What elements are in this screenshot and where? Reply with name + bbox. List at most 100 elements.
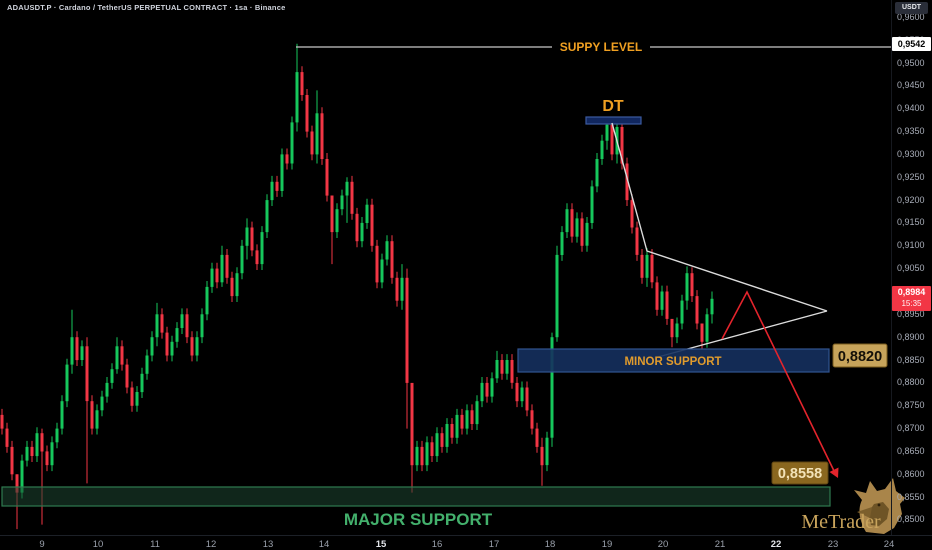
- dt-label[interactable]: DT: [602, 98, 624, 115]
- time-label: 24: [883, 539, 895, 550]
- candle-body: [460, 414, 464, 429]
- candle-body: [95, 410, 99, 429]
- time-label: 17: [488, 539, 500, 550]
- candle-body: [605, 124, 609, 141]
- candle-body: [390, 241, 394, 278]
- candle-body: [280, 154, 284, 191]
- candle-body: [690, 273, 694, 297]
- candle-body: [340, 195, 344, 210]
- wolf-muzzle-shape: [857, 507, 872, 518]
- candle-body: [435, 433, 439, 457]
- candle-body: [385, 241, 389, 260]
- candles-layer: [0, 43, 714, 530]
- wolf-eye: [877, 503, 881, 507]
- candle-body: [65, 364, 69, 402]
- price-tick-label: 0,9100: [897, 240, 925, 250]
- major-support-price-text[interactable]: 0,8558: [778, 466, 822, 482]
- candle-body: [495, 360, 499, 379]
- candle-body: [20, 460, 24, 493]
- minor-support-label[interactable]: MINOR SUPPORT: [624, 356, 721, 368]
- price-tick-label: 0,8500: [897, 514, 925, 524]
- dt-top-marker[interactable]: [585, 116, 642, 125]
- candle-body: [375, 245, 379, 283]
- price-tick-label: 0,9550: [897, 35, 925, 45]
- candle-body: [430, 442, 434, 456]
- candle-body: [80, 346, 84, 360]
- time-label: 20: [657, 539, 669, 550]
- candle-body: [490, 378, 494, 397]
- time-label: 15: [375, 539, 387, 550]
- candle-body: [130, 387, 134, 406]
- price-tick-label: 0,9150: [897, 217, 925, 227]
- time-label: 18: [544, 539, 556, 550]
- price-tick-label: 0,9450: [897, 80, 925, 90]
- candle-body: [345, 181, 349, 196]
- major-support-zone[interactable]: [1, 486, 831, 507]
- candle-body: [685, 273, 689, 301]
- candle-body: [680, 300, 684, 324]
- candle-body: [610, 124, 614, 155]
- candle-body: [200, 314, 204, 338]
- candle-body: [675, 323, 679, 338]
- candle-body: [595, 159, 599, 187]
- candle-body: [105, 382, 109, 397]
- candle-body: [665, 291, 669, 319]
- candle-body: [590, 186, 594, 223]
- price-tick-label: 0,9600: [897, 12, 925, 22]
- symbol-info-header[interactable]: ADAUSDT.P · Cardano / TetherUS PERPETUAL…: [7, 3, 286, 12]
- usdt-button[interactable]: USDT: [895, 2, 928, 14]
- time-label: 23: [827, 539, 839, 550]
- projection-arrowhead-icon: [829, 467, 839, 478]
- candle-body: [555, 254, 559, 338]
- price-tick-label: 0,8900: [897, 332, 925, 342]
- candle-body: [635, 227, 639, 255]
- price-tick-label: 0,8650: [897, 446, 925, 456]
- candle-body: [285, 154, 289, 164]
- candle-body: [75, 337, 79, 361]
- supply-level-label[interactable]: SUPPY LEVEL: [560, 40, 642, 54]
- projection-arrow[interactable]: [721, 290, 837, 476]
- price-tick-label: 0,8700: [897, 423, 925, 433]
- price-tick-label: 0,9300: [897, 149, 925, 159]
- watermark-text: MeTrader: [801, 511, 881, 533]
- time-label: 14: [318, 539, 330, 550]
- candle-body: [705, 314, 709, 342]
- candle-body: [670, 318, 674, 338]
- candle-body: [565, 209, 569, 233]
- major-support-label[interactable]: MAJOR SUPPORT: [344, 510, 493, 529]
- candle-body: [30, 446, 34, 456]
- price-tick-label: 0,8800: [897, 377, 925, 387]
- candle-body: [135, 392, 139, 406]
- candle-body: [700, 323, 704, 342]
- minor-support-zone[interactable]: [517, 348, 830, 373]
- candle-body: [170, 341, 174, 356]
- candle-body: [295, 72, 299, 123]
- price-tick-label: 0,8600: [897, 469, 925, 479]
- candle-body: [465, 410, 469, 429]
- candle-body: [140, 373, 144, 393]
- price-tick-label: 0,8850: [897, 355, 925, 365]
- candle-body: [440, 433, 444, 447]
- candle-body: [270, 181, 274, 201]
- candle-body: [355, 213, 359, 242]
- candle-body: [110, 369, 114, 383]
- candle-body: [100, 396, 104, 411]
- candle-body: [10, 446, 14, 475]
- candle-body: [445, 424, 449, 447]
- candle-body: [655, 282, 659, 310]
- time-label: 9: [39, 539, 45, 550]
- minor-support-price-tag[interactable]: [832, 343, 888, 368]
- candle-body: [55, 428, 59, 443]
- candle-body: [195, 337, 199, 356]
- major-support-price-tag[interactable]: [771, 461, 829, 485]
- candle-body: [415, 446, 419, 466]
- metrader-logo: MeTrader: [801, 478, 905, 534]
- descending-trendline[interactable]: [611, 122, 828, 312]
- candle-body: [50, 442, 54, 466]
- candle-body: [240, 245, 244, 274]
- candle-body: [260, 232, 264, 265]
- candle-body: [165, 332, 169, 356]
- candle-body: [85, 346, 89, 402]
- minor-support-price-text[interactable]: 0,8820: [838, 349, 882, 365]
